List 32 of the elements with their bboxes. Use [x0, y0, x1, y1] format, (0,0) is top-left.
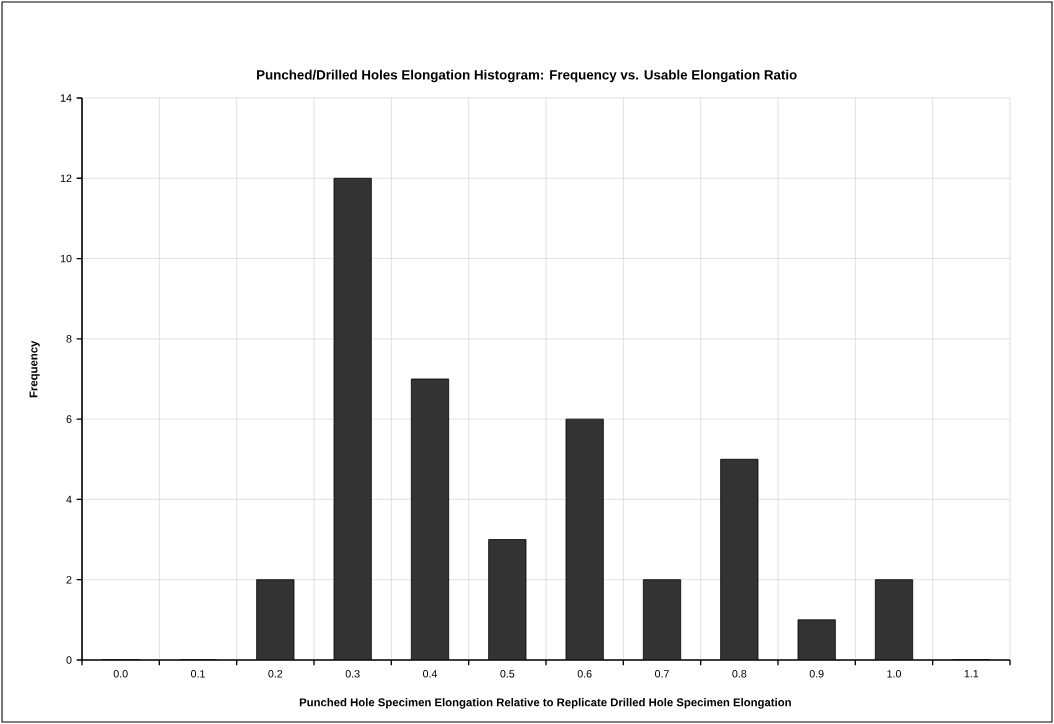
y-tick-label: 0: [66, 656, 72, 664]
bar: [642, 579, 682, 660]
x-tick-label: 0.0: [113, 670, 128, 678]
y-tick-label: 2: [66, 575, 72, 584]
bar: [333, 177, 372, 660]
y-axis-title: Frequency: [29, 340, 40, 398]
bar: [410, 378, 450, 660]
y-tick-label: 4: [66, 495, 72, 504]
x-tick-label: 0.9: [809, 670, 824, 678]
y-tick-label: 10: [60, 254, 72, 263]
bar: [256, 579, 295, 660]
x-tick-label: 0.3: [345, 670, 360, 678]
bar: [797, 619, 836, 660]
x-tick-label: 0.2: [268, 670, 283, 678]
y-tick-label: 14: [60, 94, 72, 102]
x-tick-label: 0.4: [423, 670, 438, 678]
y-tick-label: 6: [66, 415, 72, 423]
bar: [874, 579, 914, 660]
x-tick-label: 0.1: [191, 670, 205, 678]
x-tick-label: 0.6: [577, 670, 592, 678]
chart-title: Punched/Drilled Holes Elongation Histogram: Frequency vs. Usable Elongation Ratio: [257, 69, 797, 83]
x-tick-label: 1.1: [964, 670, 979, 678]
bar: [565, 418, 604, 660]
x-axis-title: Punched Hole Specimen Elongation Relative to Replicate Drilled Hole Specimen Elongation: [299, 698, 791, 709]
x-tick-label: 1.0: [887, 670, 901, 678]
x-tick-label: 0.7: [655, 670, 669, 678]
y-tick-label: 8: [66, 335, 72, 343]
x-tick-label: 0.5: [500, 670, 515, 678]
bar: [720, 458, 759, 660]
bar: [488, 539, 527, 660]
x-tick-label: 0.8: [732, 670, 747, 678]
y-tick-label: 12: [60, 174, 72, 182]
